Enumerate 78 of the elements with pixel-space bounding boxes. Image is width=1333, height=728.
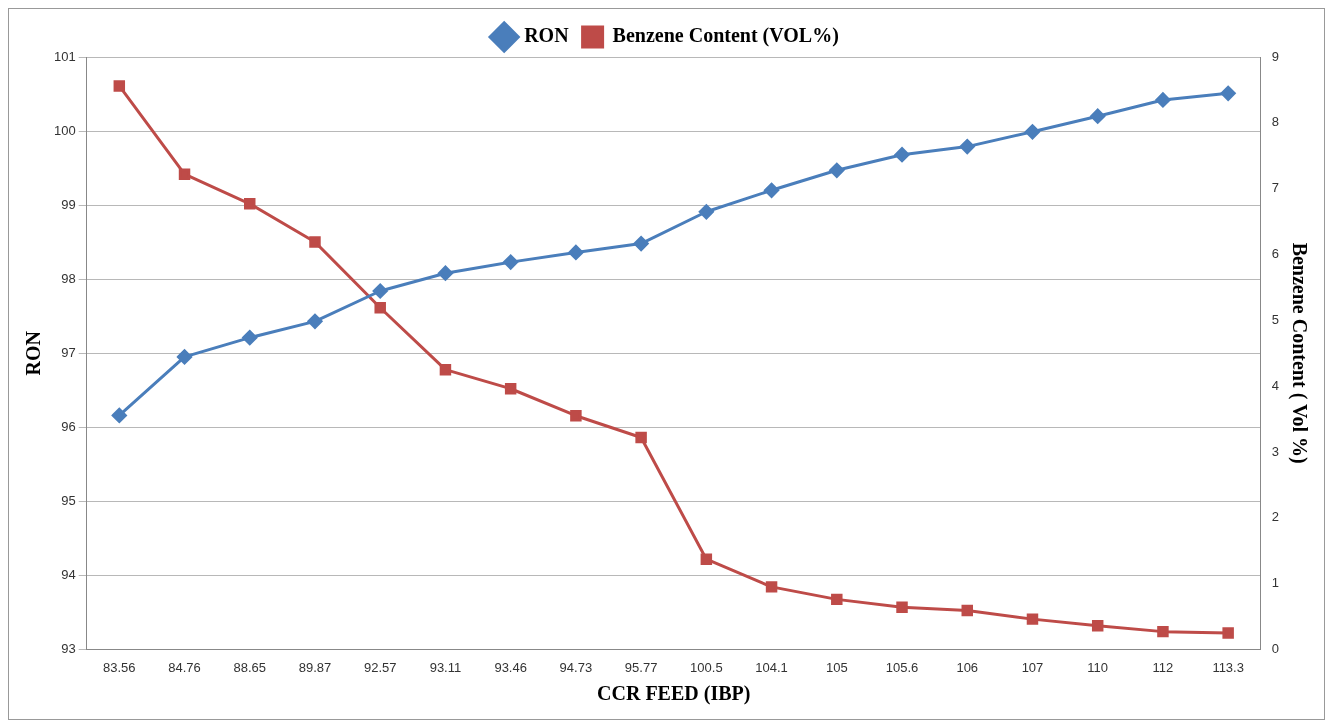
point	[307, 313, 323, 329]
point	[1220, 85, 1236, 101]
y-tick-label: 96	[61, 418, 76, 434]
y-tick-label: 101	[53, 48, 76, 64]
point	[831, 593, 843, 606]
point	[829, 162, 845, 178]
point	[113, 80, 126, 92]
y2-tick-label: 2	[1271, 509, 1279, 525]
legend-label: Benzene Content (VOL%)	[612, 24, 839, 48]
x-tick-label: 94.73	[559, 659, 593, 675]
x-tick-label: 106	[956, 659, 979, 675]
point	[570, 409, 582, 422]
point	[1090, 108, 1106, 124]
point	[1157, 625, 1169, 638]
point	[568, 244, 584, 260]
y2-tick-label: 7	[1271, 180, 1279, 196]
x-tick-label: 105	[825, 659, 848, 675]
point	[633, 236, 649, 252]
x-tick-label: 113.3	[1212, 659, 1244, 675]
point	[439, 363, 452, 376]
x-tick-label: 105.6	[885, 659, 919, 675]
y2-tick-label: 3	[1271, 443, 1279, 459]
point	[437, 265, 453, 281]
point	[1024, 124, 1040, 140]
y2-tick-label: 6	[1271, 246, 1279, 262]
x-tick-label: 112	[1152, 659, 1174, 675]
x-tick-label: 95.77	[624, 659, 658, 675]
x-tick-label: 92.57	[363, 659, 397, 675]
point	[765, 581, 778, 593]
point	[698, 204, 714, 220]
y-tick-label: 100	[53, 122, 76, 138]
point	[700, 553, 713, 565]
point	[178, 168, 191, 180]
point	[374, 302, 386, 314]
y-tick-label: 93	[61, 640, 76, 656]
point	[177, 349, 193, 365]
point	[242, 330, 258, 346]
x-tick-label: 89.87	[298, 659, 332, 675]
point	[504, 383, 517, 395]
point	[244, 198, 256, 210]
point	[896, 601, 908, 614]
y-tick-label: 94	[61, 566, 76, 582]
y2-tick-label: 0	[1271, 640, 1279, 656]
y2-tick-label: 4	[1271, 377, 1279, 393]
x-tick-label: 110	[1087, 659, 1109, 675]
point	[503, 254, 519, 270]
point	[894, 147, 910, 163]
x-tick-label: 84.76	[168, 659, 201, 675]
point	[1026, 613, 1039, 625]
y-axis-title: RON	[22, 330, 45, 376]
x-tick-label: 107	[1021, 659, 1044, 675]
point	[111, 407, 127, 423]
x-tick-label: 104.1	[755, 659, 788, 675]
point	[309, 236, 321, 248]
x-tick-label: 88.65	[233, 659, 267, 675]
y-tick-label: 95	[61, 492, 76, 508]
y2-tick-label: 9	[1271, 48, 1279, 64]
point	[764, 182, 780, 198]
x-tick-label: 93.46	[494, 659, 527, 675]
x-tick-label: 93.11	[429, 659, 462, 675]
y2-tick-label: 8	[1271, 114, 1279, 130]
point	[1155, 92, 1171, 108]
point	[1091, 619, 1104, 632]
y-tick-label: 97	[61, 344, 76, 360]
point	[635, 431, 647, 444]
x-axis-title: CCR FEED (IBP)	[597, 682, 751, 706]
x-tick-label: 100.5	[690, 659, 723, 675]
point	[961, 604, 973, 617]
y2-tick-label: 1	[1271, 575, 1279, 591]
point	[1222, 627, 1234, 639]
x-tick-label: 83.56	[103, 659, 136, 675]
y2-axis-title: Benzene Content ( Vol %)	[1287, 242, 1311, 464]
y2-tick-label: 5	[1271, 311, 1279, 327]
point	[372, 283, 388, 299]
y-tick-label: 99	[61, 196, 76, 212]
point	[959, 139, 975, 155]
legend-label: RON	[524, 24, 570, 47]
y-tick-label: 98	[61, 270, 76, 286]
